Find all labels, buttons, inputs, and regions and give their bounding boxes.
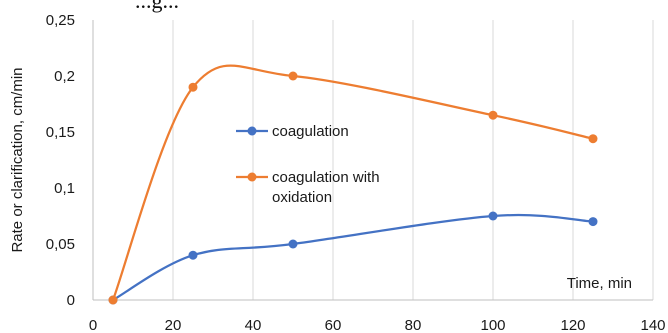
series-layer bbox=[108, 64, 598, 305]
y-axis-title: Rate or clarification, cm/min bbox=[9, 67, 26, 252]
y-tick-label: 0,05 bbox=[46, 236, 75, 253]
x-axis-title: Time, min bbox=[567, 275, 632, 292]
data-point bbox=[488, 211, 498, 221]
x-tick-label: 40 bbox=[245, 317, 262, 333]
legend-swatch-marker bbox=[247, 172, 257, 182]
x-tick-label: 100 bbox=[480, 317, 505, 333]
x-tick-label: 20 bbox=[165, 317, 182, 333]
series-line-1 bbox=[112, 213, 594, 301]
legend-label-line: oxidation bbox=[272, 189, 332, 206]
axes bbox=[92, 20, 653, 301]
y-tick-labels: 0 0,05 0,1 0,15 0,2 0,25 bbox=[46, 12, 75, 309]
y-tick-label: 0,15 bbox=[46, 124, 75, 141]
legend-label: coagulation bbox=[272, 123, 349, 140]
y-tick-label: 0 bbox=[67, 292, 75, 309]
header-fragment: ...g... bbox=[135, 0, 179, 13]
gridlines bbox=[172, 20, 654, 300]
data-point bbox=[108, 295, 118, 305]
x-tick-label: 140 bbox=[640, 317, 665, 333]
x-tick-labels: 0 20 40 60 80 100 120 140 bbox=[89, 317, 666, 333]
x-tick-label: 0 bbox=[89, 317, 97, 333]
data-point bbox=[188, 82, 198, 92]
x-tick-label: 120 bbox=[560, 317, 585, 333]
data-point bbox=[488, 110, 498, 120]
legend: coagulation coagulation with oxidation bbox=[236, 123, 380, 206]
y-tick-label: 0,1 bbox=[54, 180, 75, 197]
x-tick-label: 80 bbox=[405, 317, 422, 333]
data-point bbox=[588, 217, 598, 227]
y-tick-label: 0,2 bbox=[54, 68, 75, 85]
data-point bbox=[288, 239, 298, 249]
legend-label: coagulation with oxidation bbox=[272, 169, 380, 206]
legend-label-line: coagulation bbox=[272, 123, 349, 140]
y-tick-label: 0,25 bbox=[46, 12, 75, 29]
data-point bbox=[288, 71, 298, 81]
legend-label-line: coagulation with bbox=[272, 169, 380, 186]
data-point bbox=[588, 134, 598, 144]
legend-swatch-marker bbox=[247, 126, 257, 136]
x-tick-label: 60 bbox=[325, 317, 342, 333]
data-point bbox=[188, 250, 198, 260]
